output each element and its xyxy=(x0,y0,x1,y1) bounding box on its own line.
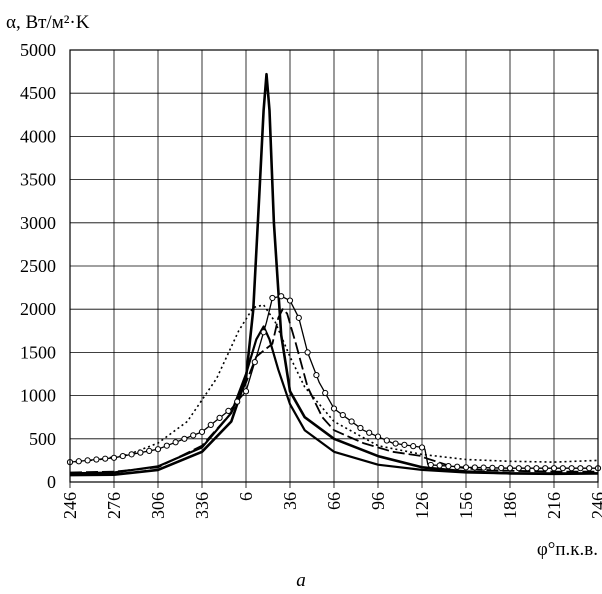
series-marker xyxy=(163,442,170,449)
series-marker xyxy=(128,451,135,458)
series-marker xyxy=(110,454,118,461)
series-group xyxy=(66,72,602,477)
series-marker xyxy=(322,389,329,397)
series-marker xyxy=(260,329,267,336)
x-tick-label: 306 xyxy=(148,492,168,519)
series-marker xyxy=(471,464,478,471)
series-marker xyxy=(216,414,223,421)
y-tick-label: 5000 xyxy=(20,40,56,60)
x-tick-labels: 246 276 306 336 6 36 66 96 126 156 186 216 246 xyxy=(60,492,602,519)
series-marker xyxy=(515,465,522,472)
series-marker xyxy=(84,457,91,464)
series-marker xyxy=(154,446,162,453)
series-marker xyxy=(146,447,153,454)
x-tick-label: 246 xyxy=(60,492,80,519)
x-tick-label: 36 xyxy=(280,492,300,510)
y-tick-label: 2000 xyxy=(20,299,56,319)
series-marker xyxy=(304,349,311,356)
series-marker xyxy=(392,440,399,447)
series-marker xyxy=(198,428,206,435)
x-tick-label: 96 xyxy=(368,492,388,510)
x-tick-label: 126 xyxy=(412,492,432,519)
x-tick-label: 276 xyxy=(104,492,124,519)
series-marker xyxy=(445,463,452,470)
series-marker xyxy=(102,455,109,462)
series-marker xyxy=(137,449,144,456)
series-line-solid xyxy=(69,325,598,475)
series-marker xyxy=(436,462,443,469)
x-tick-label: 6 xyxy=(236,492,256,501)
grid xyxy=(69,49,599,488)
series-marker xyxy=(93,456,100,463)
series-marker xyxy=(242,388,250,395)
x-tick-label: 66 xyxy=(324,492,344,510)
series-marker xyxy=(524,465,531,472)
y-tick-label: 4500 xyxy=(20,83,56,103)
series-marker xyxy=(418,444,426,451)
series-marker xyxy=(506,465,514,472)
series-marker xyxy=(462,464,470,471)
series-marker xyxy=(427,461,434,469)
series-marker xyxy=(480,464,487,471)
series-marker xyxy=(278,293,285,300)
series-marker xyxy=(366,429,373,436)
figure-caption: а xyxy=(296,570,306,591)
series-marker xyxy=(190,432,197,439)
series-marker xyxy=(489,464,496,471)
x-tick-label: 336 xyxy=(192,492,212,519)
series-marker xyxy=(269,294,276,302)
y-tick-labels: 0 500 1000 1500 2000 2500 3000 3500 4000 4500 5000 xyxy=(20,40,56,492)
series-marker xyxy=(119,452,126,460)
series-marker xyxy=(295,314,302,321)
series-marker xyxy=(251,359,258,366)
series-marker xyxy=(225,407,232,414)
x-tick-label: 156 xyxy=(456,492,476,519)
y-tick-label: 1000 xyxy=(20,386,56,406)
y-tick-label: 3500 xyxy=(20,170,56,190)
series-marker xyxy=(207,421,214,428)
series-marker xyxy=(234,398,241,405)
series-marker xyxy=(286,297,294,304)
y-axis-label: α, Вт/м²·K xyxy=(6,12,90,33)
series-marker xyxy=(568,465,575,472)
y-tick-label: 500 xyxy=(29,429,56,449)
series-marker xyxy=(559,465,566,472)
series-marker xyxy=(75,458,82,465)
x-tick-label: 186 xyxy=(500,492,520,519)
series-marker xyxy=(410,443,417,450)
series-marker xyxy=(181,435,188,442)
series-marker xyxy=(330,405,338,412)
series-marker xyxy=(586,465,593,472)
plot-frame xyxy=(69,49,599,483)
y-tick-label: 2500 xyxy=(20,256,56,276)
series-marker xyxy=(172,439,179,446)
x-tick-label: 216 xyxy=(544,492,564,519)
series-marker xyxy=(339,411,346,419)
series-marker xyxy=(313,371,320,379)
y-tick-label: 3000 xyxy=(20,213,56,233)
series-line-long-dash xyxy=(69,308,598,474)
series-line-dotted xyxy=(69,304,599,463)
series-line-solid-thick-peak xyxy=(69,72,599,477)
series-marker xyxy=(533,465,540,472)
series-marker xyxy=(550,465,558,472)
series-marker xyxy=(348,418,355,425)
x-axis-label: φ°п.к.в. xyxy=(537,539,598,560)
y-tick-label: 1500 xyxy=(20,342,56,362)
series-marker xyxy=(542,465,549,472)
x-tick-label: 246 xyxy=(588,492,602,519)
series-marker xyxy=(374,433,382,440)
series-marker xyxy=(357,424,364,432)
y-tick-label: 4000 xyxy=(20,126,56,146)
series-marker xyxy=(454,463,461,470)
series-marker xyxy=(577,465,584,472)
series-marker xyxy=(383,437,390,444)
y-tick-label: 0 xyxy=(47,472,56,492)
series-marker xyxy=(401,441,408,448)
series-marker xyxy=(498,464,505,472)
